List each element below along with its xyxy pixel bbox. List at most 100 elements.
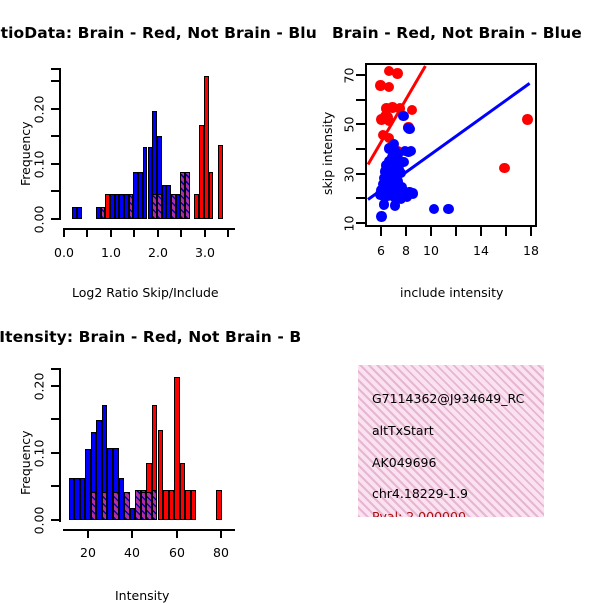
scatter-point [395,167,407,179]
histogram-bar [114,194,120,219]
scatter-point [375,189,386,200]
intensity-x-tick-label: 20 [80,545,96,560]
scatter-point [389,200,401,211]
histogram-bar [118,478,125,520]
histogram-bar [140,491,147,520]
histogram-bar [146,491,152,520]
scatter-y-tick-label: 10 [341,215,357,232]
scatter-y-tick-label: 30 [341,166,357,183]
y-tick [51,68,60,71]
ratio-x-tick-label: 1.0 [101,245,121,260]
x-tick [133,228,136,237]
scatter-point [376,211,387,222]
histogram-bar [124,194,129,219]
y-tick [51,163,60,166]
y-tick [356,148,365,151]
histogram-bar [109,194,115,219]
y-tick [356,99,365,102]
histogram-bar [79,478,86,520]
histogram-bar [203,75,209,219]
panel-intensity-histogram: ne Itensity: Brain - Red, Not Brain - B … [0,300,301,603]
y-tick [51,418,60,421]
scatter-x-tick-label: 14 [473,243,489,258]
y-tick [51,485,60,488]
histogram-bar [90,491,97,520]
x-tick [176,529,179,538]
x-tick [86,228,89,237]
x-tick [87,529,90,538]
scatter-point [428,204,440,215]
x-tick [180,228,183,237]
histogram-bar [147,147,153,219]
x-tick [63,228,66,237]
ratio-histogram-plot-area [63,70,232,219]
scatter-point [405,145,417,157]
histogram-bar [77,206,82,219]
y-tick [51,452,60,455]
ratio-histogram-xlabel: Log2 Ratio Skip/Include [72,285,219,300]
scatter-y-tick-label: 50 [341,116,357,133]
scatter-x-tick-label: 6 [377,243,385,258]
histogram-bar [74,478,80,520]
histogram-bar [179,462,186,520]
ratio-x-tick-label: 3.0 [195,245,215,260]
x-tick [157,228,160,237]
x-tick [455,227,458,236]
scatter-point [383,115,395,126]
intensity-x-tick-label: 80 [213,545,229,560]
histogram-bar [217,144,223,219]
histogram-bar [208,172,214,219]
histogram-bar [101,491,108,520]
scatter-point [406,104,418,116]
scatter-point [499,162,510,174]
info-panel: G7114362@J934649_RC altTxStart AK049696 … [358,365,544,517]
histogram-bar [119,194,125,219]
y-tick [356,197,365,200]
histogram-bar [124,491,130,520]
intensity-y-tick-label: 0.00 [31,506,47,535]
histogram-bar [156,194,162,219]
scatter-point [382,190,393,202]
info-line-locus: chr4.18229-1.9 [372,486,469,501]
scatter-point [522,114,533,125]
ratio-histogram-y-axis [59,68,62,220]
y-tick [51,368,60,371]
scatter-point [391,179,402,191]
info-line-accession: AK049696 [372,455,437,470]
scatter-xlabel: include intensity [400,285,504,300]
histogram-bar [168,489,175,520]
scatter-point [375,80,386,91]
histogram-bar [72,206,78,219]
scatter-ylabel: skip intensity [320,111,335,195]
histogram-bar [68,478,75,520]
ratio-histogram-title: RatioData: Brain - Red, Not Brain - Blu [0,24,317,42]
ratio-x-tick-label: 0.0 [54,245,74,260]
histogram-bar [194,194,200,219]
intensity-histogram-y-axis [59,368,62,522]
scatter-y-tick-label: 70 [341,67,357,84]
panel-ratio-histogram: RatioData: Brain - Red, Not Brain - Blu … [0,0,317,310]
histogram-bar [163,489,169,520]
y-tick [51,135,60,138]
y-tick [51,108,60,111]
scatter-point [398,110,409,122]
histogram-bar [128,194,134,219]
histogram-bar [96,420,102,520]
histogram-bar [174,376,180,520]
info-line-event-type: altTxStart [372,423,434,438]
histogram-bar [185,489,191,520]
info-line-probe-id: G7114362@J934649_RC [372,391,525,406]
scatter-point [383,65,395,77]
x-tick [204,228,207,237]
scatter-point [383,167,395,179]
x-tick [505,227,508,236]
scatter-x-tick-label: 8 [402,243,410,258]
y-tick [356,173,365,176]
histogram-bar [138,172,143,219]
scatter-plot-area [365,63,537,227]
histogram-bar [135,489,141,520]
panel-scatter: Brain - Red, Not Brain - Blue skip inten… [300,0,600,310]
x-tick [227,228,230,237]
histogram-bar [180,172,186,219]
